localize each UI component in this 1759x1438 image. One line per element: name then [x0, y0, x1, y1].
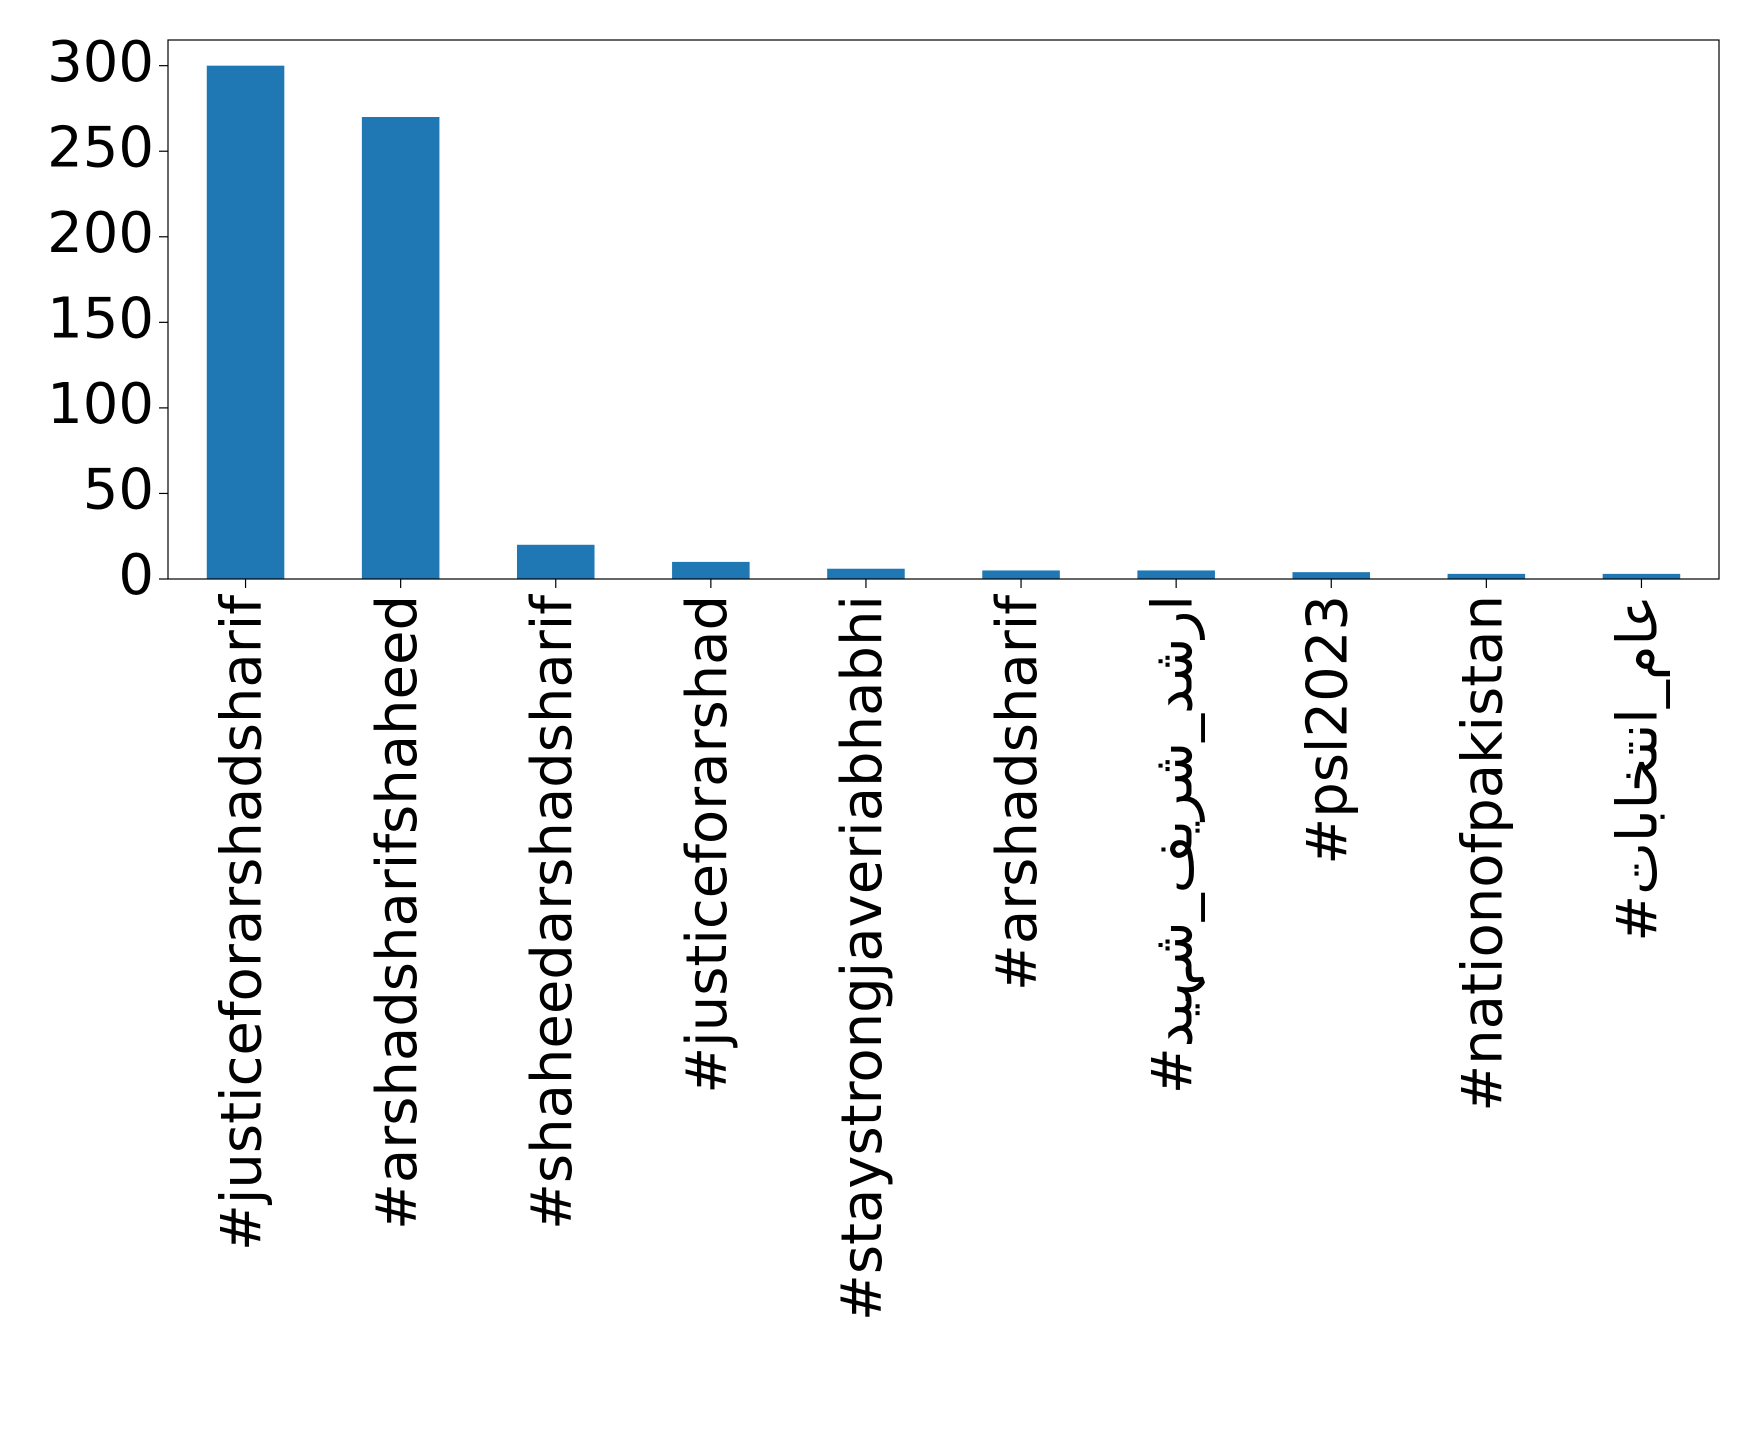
y-tick-label: 250 [47, 115, 154, 180]
y-tick-label: 150 [47, 286, 154, 351]
bar [1602, 573, 1681, 579]
x-tick-label: #arshadsharif [985, 594, 1050, 991]
x-tick-label: #staystrongjaveriabhabhi [830, 595, 895, 1321]
x-tick-label: #nationofpakistan [1450, 595, 1515, 1112]
bar [516, 544, 595, 579]
x-tick-label: #psl2023 [1295, 595, 1360, 865]
bar [1447, 573, 1526, 579]
y-tick-label: 200 [47, 201, 154, 266]
bar [206, 65, 285, 579]
bar [827, 568, 905, 579]
bar [982, 570, 1060, 579]
bar [361, 117, 440, 579]
bar [1137, 570, 1215, 579]
y-tick-label: 0 [118, 543, 154, 608]
y-tick-label: 100 [47, 372, 154, 437]
bar [1292, 572, 1371, 579]
x-tick-label: #justiceforarshadsharif [210, 594, 275, 1251]
x-tick-label: #shaheedarshadsharif [520, 594, 585, 1230]
x-tick-label: #arshadsharifshaheed [365, 595, 430, 1230]
x-tick-label: #justiceforarshad [675, 595, 740, 1094]
bar [672, 561, 750, 579]
y-tick-label: 300 [47, 30, 154, 95]
x-tick-label: #ارشد_شریف_شہید [1140, 595, 1205, 1094]
x-tick-label: #عام_انتخابات [1606, 595, 1671, 942]
plot-frame [167, 39, 1720, 580]
y-tick-label: 50 [83, 458, 154, 523]
